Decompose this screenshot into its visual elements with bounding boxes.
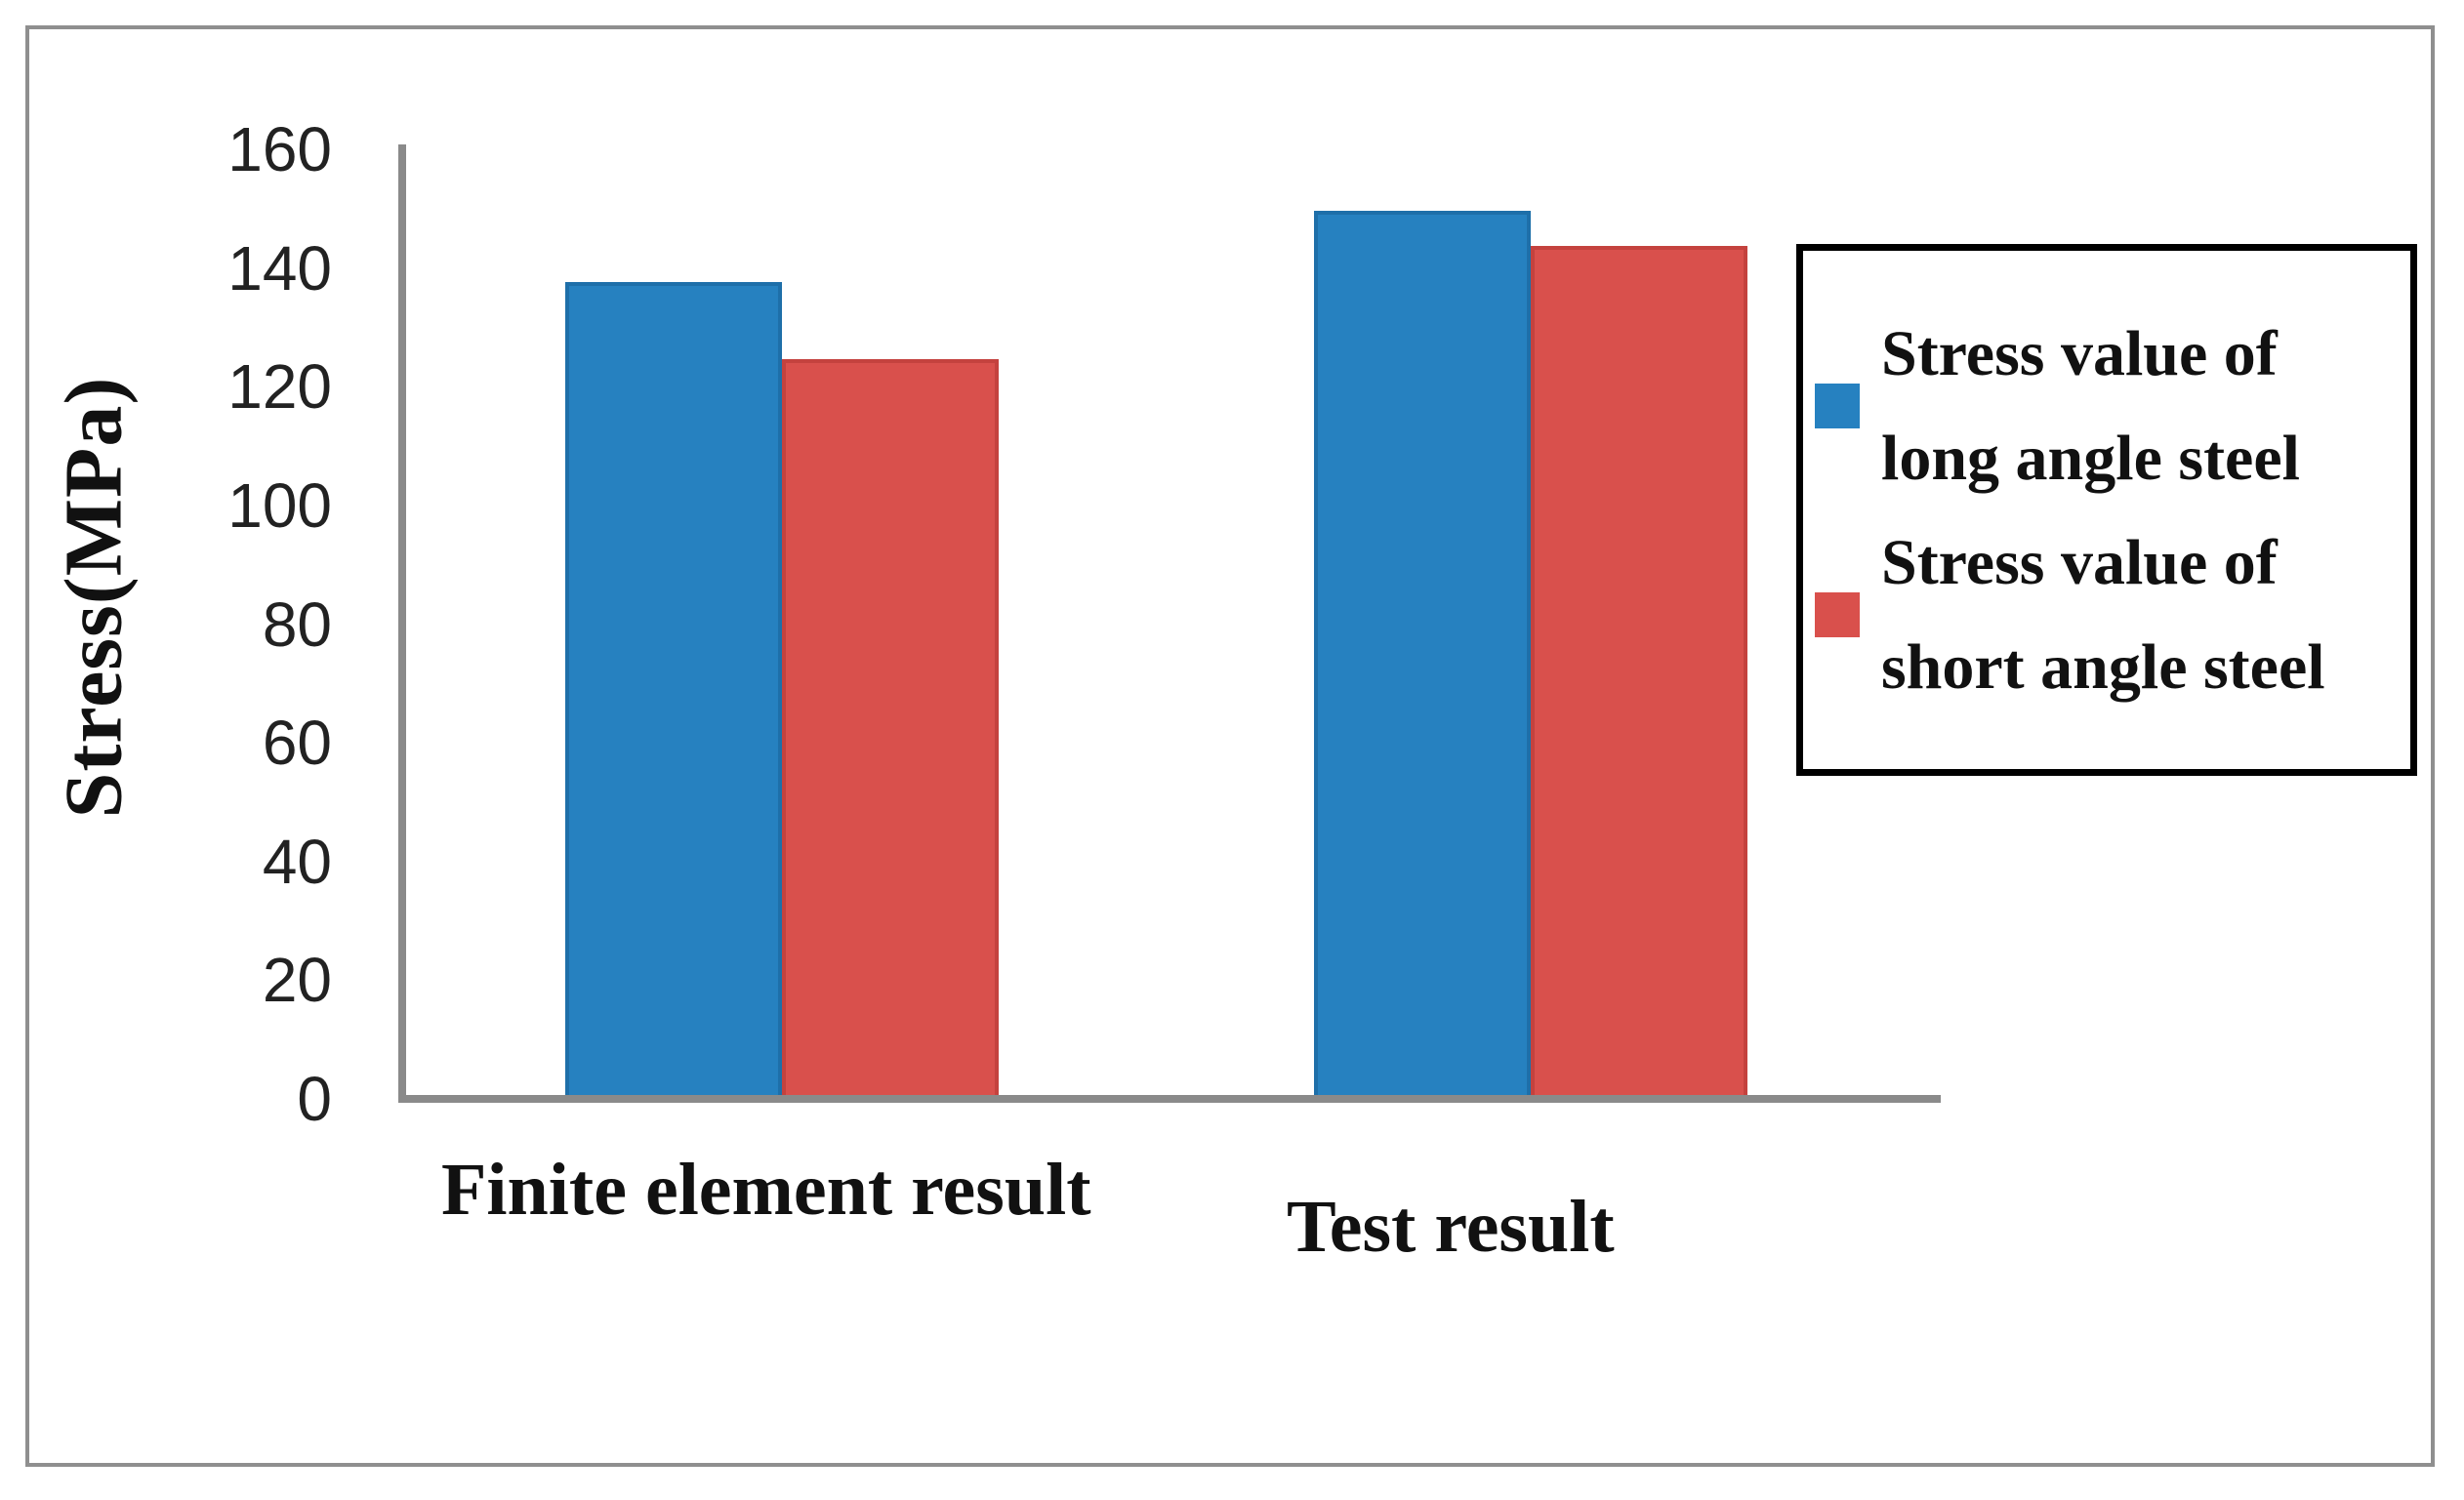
x-axis-line bbox=[398, 1095, 1941, 1103]
legend-swatch-red bbox=[1815, 591, 1860, 637]
y-tick-label-100: 100 bbox=[227, 469, 332, 541]
x-category-label-test-result: Test result bbox=[1287, 1186, 1615, 1268]
y-axis-line bbox=[398, 144, 406, 1103]
legend-item-label: Stress value of short angle steel bbox=[1881, 526, 2325, 703]
y-tick-label-60: 60 bbox=[262, 708, 332, 779]
legend-swatch-blue bbox=[1815, 383, 1860, 428]
y-tick-label-160: 160 bbox=[227, 114, 332, 184]
bar-short-angle-steel-finite-element bbox=[782, 358, 999, 1095]
legend-item-long-angle-steel: Stress value of long angle steel bbox=[1803, 302, 2410, 510]
legend-box: Stress value of long angle steel Stress … bbox=[1796, 244, 2417, 776]
x-category-label-finite-element-result: Finite element result bbox=[441, 1149, 1091, 1231]
bar-short-angle-steel-test-result bbox=[1531, 246, 1747, 1095]
y-tick-label-20: 20 bbox=[262, 945, 332, 1016]
legend-item-label: Stress value of long angle steel bbox=[1881, 317, 2300, 494]
bar-long-angle-steel-test-result bbox=[1314, 210, 1531, 1095]
y-tick-label-120: 120 bbox=[227, 351, 332, 423]
y-tick-label-0: 0 bbox=[297, 1064, 332, 1134]
y-tick-label-80: 80 bbox=[262, 588, 332, 660]
y-tick-label-40: 40 bbox=[262, 826, 332, 897]
bar-long-angle-steel-finite-element bbox=[565, 281, 782, 1095]
legend-item-short-angle-steel: Stress value of short angle steel bbox=[1803, 510, 2410, 719]
y-tick-label-140: 140 bbox=[227, 232, 332, 304]
